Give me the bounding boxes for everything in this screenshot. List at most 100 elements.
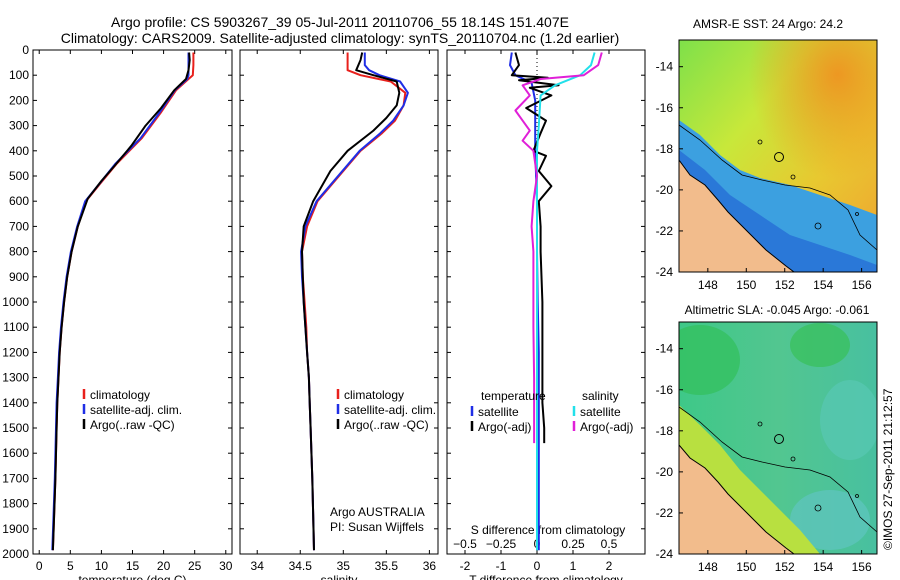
map-y-tick-label: -18 (656, 142, 674, 156)
sla-argo-marker (774, 434, 784, 444)
x-tick-label: -1 (496, 559, 507, 573)
legend-entry: Argo(..raw -QC) (344, 418, 429, 432)
legend-entry: satellite (478, 405, 519, 419)
sst-reef (790, 174, 796, 180)
sst-reef (814, 222, 822, 230)
map-y-tick-label: -24 (656, 547, 674, 561)
difference-profile-panel: -2 -1 0 1 2T difference from climatology −0.5… (446, 49, 646, 580)
y-tick-label: 400 (9, 144, 29, 158)
sst-argo-marker (774, 152, 784, 162)
sla-map-axes: 148 150 152 154 156 -14 -16 -18 -20 -22 -24 (656, 342, 872, 574)
series-line (51, 52, 191, 551)
sla-coastline (679, 444, 795, 554)
sst-shelf-contour (679, 124, 877, 251)
figure-title-line2: Climatology: CARS2009. Satellite-adjuste… (61, 30, 619, 46)
y-tick-label: 1200 (2, 345, 29, 359)
legend-entry: satellite-adj. clim. (90, 403, 182, 417)
y-tick-label: 800 (9, 245, 29, 259)
pi-label: PI: Susan Wijffels (330, 520, 424, 534)
sla-teal-patch (820, 380, 877, 460)
y-tick-label: 1100 (3, 320, 29, 334)
temperature-profile-panel: 0100200300400500600700800900100011001200… (2, 43, 232, 580)
sst-coastline (679, 159, 795, 272)
sla-green-patch (679, 325, 740, 395)
plot-frame (32, 49, 233, 555)
y-tick-label: 1500 (2, 421, 29, 435)
secondary-tick-label: −0.5 (453, 537, 477, 551)
map-y-tick-label: -22 (656, 224, 674, 238)
y-tick-label: 1800 (2, 497, 29, 511)
x-axis-label: temperature (deg C) (78, 573, 186, 580)
y-tick-label: 100 (9, 68, 29, 82)
x-tick-label: 20 (157, 559, 171, 573)
secondary-axis-label: S difference from climatology (471, 523, 626, 537)
map-x-tick-label: 154 (813, 560, 833, 574)
x-tick-label: 1 (570, 559, 577, 573)
imos-timestamp: ©IMOS 27-Sep-2011 21:12:57 (881, 388, 895, 550)
y-tick-label: 200 (9, 93, 29, 107)
map-y-tick-label: -24 (656, 265, 674, 279)
x-tick-label: 0 (36, 559, 43, 573)
sla-land (679, 445, 794, 554)
map-x-tick-label: 150 (736, 560, 756, 574)
plot-frame (446, 49, 646, 555)
x-tick-label: 34 (251, 559, 265, 573)
secondary-tick-label: 0.5 (601, 537, 618, 551)
y-tick-label: 1000 (2, 295, 29, 309)
x-tick-label: 0 (534, 559, 541, 573)
map-y-tick-label: -18 (656, 424, 674, 438)
series-line (301, 52, 401, 551)
x-axis-label: T difference from climatology (469, 573, 623, 580)
x-tick-label: -2 (460, 559, 471, 573)
sst-map (679, 40, 877, 272)
x-tick-label: 35.5 (375, 559, 399, 573)
x-tick-label: 30 (219, 559, 233, 573)
map-y-tick-label: -22 (656, 506, 674, 520)
y-tick-label: 300 (9, 119, 29, 133)
map-x-tick-label: 150 (736, 278, 756, 292)
y-tick-label: 600 (9, 194, 29, 208)
map-y-tick-label: -14 (656, 342, 674, 356)
map-x-tick-label: 154 (813, 278, 833, 292)
map-x-tick-label: 152 (775, 278, 795, 292)
x-tick-label: 2 (606, 559, 613, 573)
sla-reef (757, 421, 763, 427)
y-tick-label: 500 (9, 169, 29, 183)
map-x-tick-label: 148 (698, 560, 718, 574)
map-x-tick-label: 148 (698, 278, 718, 292)
sla-reef (855, 494, 859, 498)
x-tick-label: 35 (337, 559, 351, 573)
sla-shelf-contour (679, 406, 877, 533)
sla-teal-patch (790, 490, 870, 550)
map-y-tick-label: -14 (656, 60, 674, 74)
y-tick-label: 1400 (2, 396, 29, 410)
y-tick-label: 2000 (2, 547, 29, 561)
map-y-tick-label: -16 (656, 383, 674, 397)
legend-entry: climatology (90, 388, 150, 402)
plot-frame (239, 49, 439, 555)
y-tick-label: 1300 (2, 371, 29, 385)
x-tick-label: 15 (126, 559, 140, 573)
x-tick-label: 36 (423, 559, 437, 573)
salinity-profile-panel: 34 34.5 35 35.5 36 salinity climatologysatelli… (239, 49, 439, 580)
y-tick-label: 1700 (2, 471, 29, 485)
map-y-tick-label: -20 (656, 183, 674, 197)
x-tick-label: 25 (188, 559, 202, 573)
legend-header-salinity: salinity (582, 389, 619, 403)
legend-entry: satellite (580, 405, 621, 419)
series-line (514, 52, 603, 444)
legend-entry: Argo(-adj) (478, 420, 531, 434)
x-tick-label: 5 (67, 559, 74, 573)
map-x-tick-label: 156 (852, 278, 872, 292)
legend-entry: climatology (344, 388, 404, 402)
sla-map (679, 322, 877, 554)
sst-map-frame (678, 39, 878, 273)
y-tick-label: 0 (22, 43, 29, 57)
map-x-tick-label: 156 (852, 560, 872, 574)
sla-reef (790, 456, 796, 462)
legend-entry: Argo(-adj) (580, 420, 633, 434)
sla-reef (814, 504, 822, 512)
y-tick-label: 1900 (2, 522, 29, 536)
sla-green-patch (790, 323, 850, 367)
